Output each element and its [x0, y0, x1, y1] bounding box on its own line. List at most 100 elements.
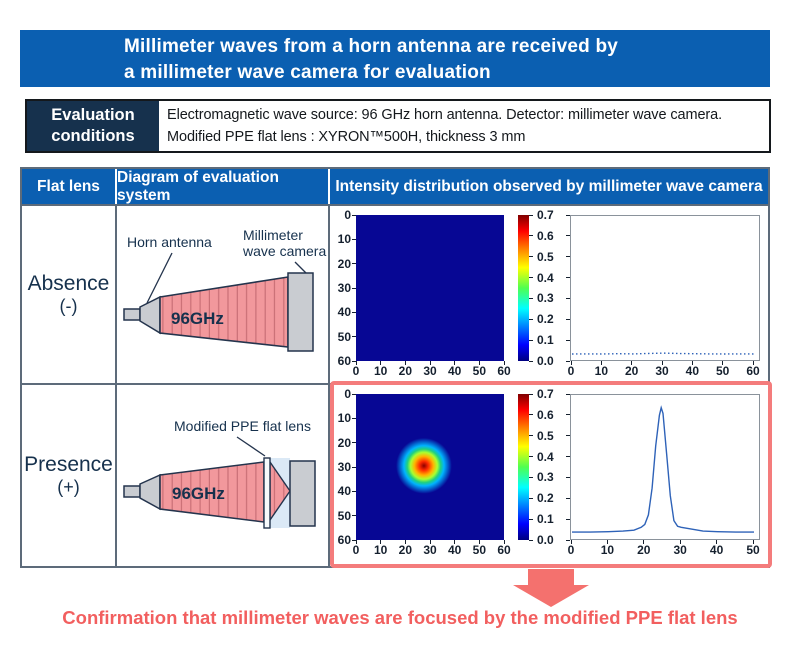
presence-colorbar — [518, 394, 529, 540]
evaluation-table: Flat lens Diagram of evaluation system I… — [20, 167, 770, 568]
axis-tick — [503, 540, 505, 544]
absence-profile-plot — [570, 215, 760, 361]
axis-tick-label: 60 — [337, 354, 351, 368]
axis-tick — [352, 442, 356, 444]
presence-label: Presence — [24, 453, 113, 476]
axis-tick-label: 20 — [624, 364, 639, 378]
title-banner: Millimeter waves from a horn antenna are… — [20, 30, 770, 87]
axis-tick-label: 0 — [352, 364, 360, 378]
axis-tick-label: 0.7 — [537, 208, 554, 222]
horn-antenna-shape — [139, 295, 161, 335]
axis-tick-label: 60 — [497, 364, 511, 378]
axis-tick-label: 0.5 — [537, 249, 554, 264]
axis-tick — [529, 297, 533, 299]
header-intensity: Intensity distribution observed by milli… — [330, 169, 768, 204]
axis-tick — [722, 361, 724, 365]
axis-tick — [404, 540, 406, 544]
header-flat-lens: Flat lens — [22, 169, 117, 204]
axis-tick — [566, 214, 570, 216]
axis-tick-label: 0 — [567, 364, 575, 378]
axis-tick — [529, 497, 533, 499]
axis-tick-label: 0 — [567, 543, 575, 557]
axis-tick-label: 60 — [497, 543, 511, 557]
axis-tick — [355, 540, 357, 544]
conditions-label-line2: conditions — [51, 127, 135, 145]
axis-tick — [566, 456, 570, 458]
axis-tick — [566, 235, 570, 237]
axis-tick — [752, 361, 754, 365]
axis-tick — [454, 361, 456, 365]
absence-row-label: Absence (-) — [22, 204, 117, 383]
axis-tick — [570, 361, 572, 365]
axis-tick — [529, 235, 533, 237]
axis-tick-label: 0.1 — [537, 333, 554, 348]
horn-callout-line — [146, 252, 173, 304]
axis-tick — [429, 540, 431, 544]
axis-tick-label: 40 — [337, 305, 351, 320]
axis-tick-label: 30 — [337, 460, 351, 474]
axis-tick — [752, 540, 754, 544]
axis-tick — [529, 456, 533, 458]
axis-tick — [566, 318, 570, 320]
axis-tick — [566, 435, 570, 437]
lens-label: Modified PPE flat lens — [174, 418, 311, 434]
axis-tick — [600, 361, 602, 365]
absence-intensity-cell: 0 10 20 30 40 50 60 0 10 20 30 40 50 60 0.7 0.6 0.5 0.4 0.… — [330, 204, 768, 383]
presence-diagram: Modified PPE flat lens 96GHz — [123, 418, 316, 529]
axis-tick — [606, 540, 608, 544]
axis-tick-label: 40 — [447, 543, 462, 557]
axis-tick — [355, 361, 357, 365]
presence-profile-plot — [570, 394, 760, 540]
freq-label: 96GHz — [172, 484, 225, 503]
absence-diagram-cell: Horn antenna Millimeter wave camera 96GH… — [117, 204, 330, 383]
axis-tick-label: 0 — [344, 387, 351, 401]
axis-tick — [566, 339, 570, 341]
axis-tick-label: 60 — [746, 364, 760, 378]
axis-tick — [352, 263, 356, 265]
axis-tick — [529, 277, 533, 279]
axis-tick — [691, 361, 693, 365]
header-diagram: Diagram of evaluation system — [117, 169, 330, 204]
axis-tick-label: 30 — [337, 281, 351, 295]
axis-tick — [529, 539, 533, 541]
axis-tick — [352, 214, 356, 216]
axis-tick — [352, 238, 356, 240]
axis-tick — [352, 539, 356, 541]
axis-tick — [566, 297, 570, 299]
axis-tick-label: 0.6 — [537, 407, 554, 422]
absence-sign: (-) — [59, 296, 78, 316]
camera-label-line1: Millimeter — [243, 227, 303, 243]
axis-tick-label: 50 — [472, 364, 486, 378]
absence-heatmap — [356, 215, 504, 361]
axis-tick-label: 0 — [352, 543, 360, 557]
axis-tick — [352, 515, 356, 517]
axis-tick-label: 0.0 — [537, 533, 554, 547]
axis-tick — [352, 336, 356, 338]
axis-tick — [529, 414, 533, 416]
axis-tick — [380, 361, 382, 365]
down-arrow-head — [513, 585, 589, 607]
axis-tick — [404, 361, 406, 365]
axis-tick — [352, 311, 356, 313]
axis-tick-label: 30 — [673, 543, 687, 557]
presence-diagram-cell: Modified PPE flat lens 96GHz — [117, 383, 330, 566]
axis-tick — [352, 490, 356, 492]
conditions-text-line2: Modified PPE flat lens : XYRON™500H, thi… — [167, 129, 526, 145]
axis-tick — [352, 393, 356, 395]
camera-shape — [289, 460, 316, 527]
axis-tick-label: 0.2 — [537, 312, 554, 327]
absence-profile-line — [571, 352, 755, 355]
absence-diagram: Horn antenna Millimeter wave camera 96GH… — [123, 227, 326, 352]
lens-callout-line — [236, 436, 266, 457]
down-arrow — [528, 569, 574, 585]
axis-tick-label: 10 — [600, 543, 615, 557]
axis-tick — [503, 361, 505, 365]
absence-profile-svg — [571, 352, 755, 355]
title-line2: a millimeter wave camera for evaluation — [124, 62, 491, 83]
axis-tick-label: 20 — [398, 543, 412, 557]
axis-tick — [454, 540, 456, 544]
axis-tick — [566, 497, 570, 499]
conditions-text: Electromagnetic wave source: 96 GHz horn… — [159, 101, 769, 151]
axis-tick-label: 30 — [655, 364, 669, 378]
